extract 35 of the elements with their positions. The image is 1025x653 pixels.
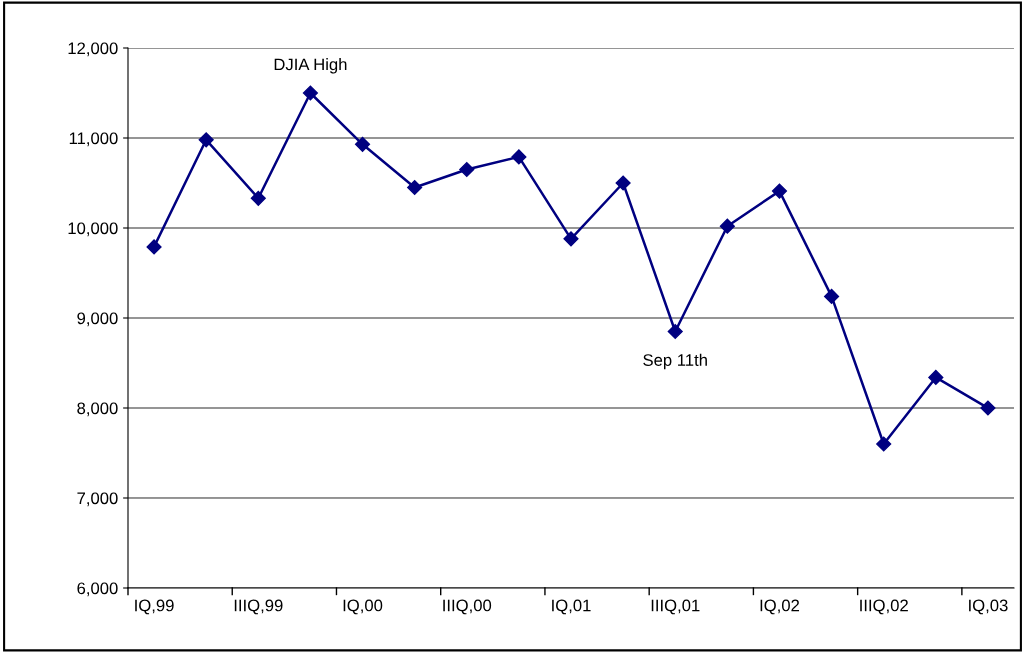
point [146,239,162,255]
point [980,400,996,416]
y-tick-label: 11,000 [69,132,118,147]
x-tick-label: IQ,03 [969,599,1008,615]
annotation: Sep 11th [643,353,707,370]
y-tick-label: 12,000 [68,42,118,57]
x-tick-label: IIIQ,00 [443,599,492,615]
y-tick-label: 9,000 [77,312,118,327]
x-tick-label: IIIQ,02 [860,599,908,615]
point [719,218,735,234]
point [824,288,840,304]
x-tick-label: IQ,02 [760,599,800,615]
y-tick-label: 6,000 [77,582,118,597]
point [563,231,579,247]
point [459,161,475,178]
point [354,136,371,152]
point [511,149,527,165]
point [615,175,631,191]
y-tick-label: 10,000 [68,222,118,237]
annotation: DJIA High [274,58,347,74]
y-tick-label: 8,000 [77,402,118,417]
x-tick-label: IQ,00 [343,599,383,615]
point [771,183,788,199]
x-tick-label: IIIQ,01 [651,599,700,615]
point [928,369,944,385]
x-tick-label: IQ,99 [135,599,174,615]
point [407,179,423,196]
point [876,436,892,452]
x-tick-label: IIIQ,99 [234,599,283,615]
point [250,190,266,206]
point [302,85,318,101]
point [667,323,683,340]
point [198,132,214,148]
x-tick-label: IQ,01 [552,599,591,615]
y-tick-label: 7,000 [77,492,118,507]
